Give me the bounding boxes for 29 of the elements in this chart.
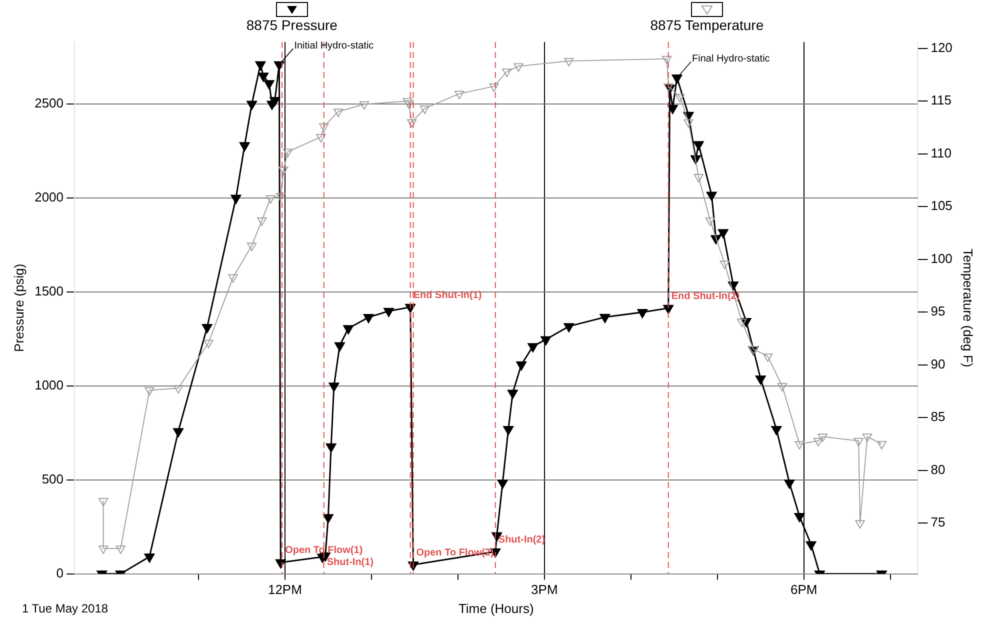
x-tick-label: 3PM (531, 582, 558, 598)
y2-tick-label: 115 (930, 92, 952, 108)
y-tick-label: 1000 (34, 377, 64, 392)
y2-tick-label: 80 (930, 462, 946, 477)
y-tick-label: 500 (42, 471, 64, 486)
x-axis-title: Time (Hours) (458, 600, 534, 616)
y-tick-label: 2500 (34, 96, 64, 111)
x-tick-label: 6PM (790, 582, 818, 598)
ref-line-label: Shut-In(1) (326, 557, 374, 568)
annotation: Final Hydro-static (692, 53, 770, 64)
legend-label: 8875 Pressure (246, 17, 338, 33)
x-tick-label: 12PM (268, 582, 302, 598)
y-tick-label: 2000 (34, 190, 64, 205)
y2-tick-label: 120 (930, 40, 952, 55)
y-axis-title: Pressure (psig) (11, 264, 26, 352)
y2-tick-label: 105 (930, 198, 952, 214)
y2-tick-label: 110 (930, 145, 952, 160)
text: 1 Tue May 2018 (22, 601, 108, 616)
ref-line-label: Open To Flow(1) (285, 545, 363, 556)
legend-label: 8875 Temperature (650, 17, 764, 33)
y2-tick-label: 85 (930, 409, 946, 424)
y-tick-label: 0 (56, 565, 64, 580)
y2-tick-label: 100 (930, 250, 952, 266)
ref-line-label: End Shut-In(1) (413, 290, 482, 301)
y2-tick-label: 95 (930, 304, 946, 319)
y2-tick-label: 90 (930, 356, 946, 372)
y-tick-label: 1500 (34, 284, 64, 299)
y2-axis-title: Temperature (deg F) (960, 248, 976, 368)
y2-tick-label: 75 (930, 514, 946, 530)
